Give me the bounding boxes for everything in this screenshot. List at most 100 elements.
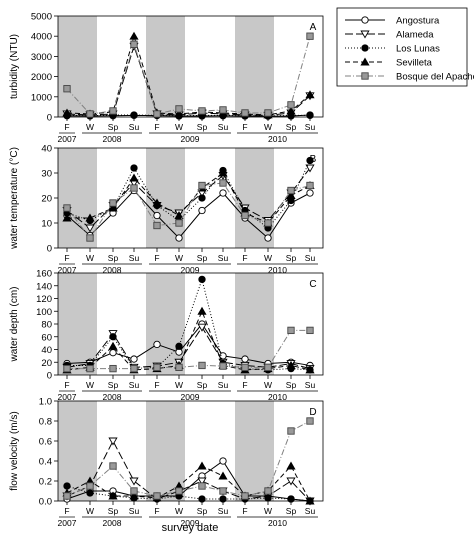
data-point xyxy=(86,364,94,373)
data-point xyxy=(63,204,71,212)
y-tick-label: 20 xyxy=(41,194,52,205)
series-bosque-del-apache xyxy=(63,326,314,373)
shaded-band xyxy=(235,148,274,248)
legend-marker xyxy=(361,72,369,80)
data-point xyxy=(241,492,249,500)
legend-marker xyxy=(361,44,369,52)
data-point xyxy=(152,198,162,207)
panel-d: 0.0 0.2 0.4 0.6 0.8 1.0 flow velocity (m/s) D F W… xyxy=(9,397,324,528)
data-point xyxy=(286,360,296,369)
data-point xyxy=(153,211,161,220)
y-tick-label: 0 xyxy=(47,371,52,382)
data-point xyxy=(198,107,206,115)
series-line xyxy=(66,465,311,502)
year-label: 2009 xyxy=(181,134,200,144)
y-tick-label: 120 xyxy=(36,294,52,305)
x-axis-title: survey date xyxy=(162,522,219,534)
data-point xyxy=(63,85,71,93)
y-tick-label: 40 xyxy=(41,345,52,356)
data-point xyxy=(218,168,228,177)
year-label: 2008 xyxy=(103,392,122,402)
data-point xyxy=(109,462,117,470)
season-label: F xyxy=(242,506,247,516)
season-label: Su xyxy=(218,380,229,390)
year-label: 2010 xyxy=(268,518,287,528)
data-point xyxy=(130,111,138,119)
y-tick-label: 30 xyxy=(41,169,52,180)
data-point xyxy=(175,342,183,350)
year-label: 2009 xyxy=(181,265,200,275)
y-tick-label: 0.0 xyxy=(39,497,52,508)
series-line xyxy=(66,326,311,370)
data-point xyxy=(109,107,117,115)
data-point xyxy=(241,363,249,371)
data-point xyxy=(153,363,161,371)
y-axis-label: turbidity (NTU) xyxy=(9,34,20,99)
legend-marker xyxy=(360,57,370,66)
data-point xyxy=(287,186,295,195)
shaded-band xyxy=(235,401,274,501)
year-label: 2007 xyxy=(58,392,77,402)
series-bosque-del-apache xyxy=(63,32,314,118)
data-point xyxy=(197,323,207,332)
data-point xyxy=(63,482,71,490)
y-tick-label: 100 xyxy=(36,307,52,318)
y-tick-label: 0 xyxy=(47,113,52,124)
data-point xyxy=(306,189,314,197)
season-label: Su xyxy=(218,122,229,132)
data-point xyxy=(305,90,315,99)
y-tick-label: 20 xyxy=(41,358,52,369)
data-point xyxy=(286,461,296,470)
y-tick-label: 0.2 xyxy=(39,477,52,488)
legend-entry-los-lunas: Los Lunas xyxy=(345,44,440,55)
season-label: Su xyxy=(218,506,229,516)
y-tick-label: 60 xyxy=(41,332,52,343)
year-label: 2008 xyxy=(103,518,122,528)
legend: Angostura Alameda Los Lunas Sevilleta Bosque… xyxy=(336,7,474,87)
season-label: W xyxy=(175,122,183,132)
legend-entry-angostura: Angostura xyxy=(345,16,440,27)
y-tick-label: 0.8 xyxy=(39,417,52,428)
data-point xyxy=(198,482,206,490)
data-point xyxy=(306,156,314,165)
data-point xyxy=(264,219,272,227)
data-point xyxy=(218,471,228,480)
data-point xyxy=(219,495,227,503)
y-axis-label: water temperature (°C) xyxy=(9,147,20,250)
series-line xyxy=(66,34,311,116)
data-point xyxy=(174,109,184,118)
series-line xyxy=(66,44,311,116)
y-tick-label: 2000 xyxy=(31,72,52,83)
data-point xyxy=(219,106,227,114)
season-label: F xyxy=(64,380,69,390)
data-point xyxy=(287,427,295,435)
data-point xyxy=(174,210,184,219)
season-label: Sp xyxy=(197,380,208,390)
season-label: F xyxy=(242,253,247,263)
season-label: W xyxy=(175,380,183,390)
data-point xyxy=(198,361,206,370)
y-tick-label: 80 xyxy=(41,320,52,331)
season-label: Su xyxy=(129,122,140,132)
legend-entry-sevilleta: Sevilleta xyxy=(345,57,433,69)
data-point xyxy=(306,111,314,120)
data-point xyxy=(264,363,272,371)
data-point xyxy=(264,234,272,242)
series-bosque-del-apache xyxy=(63,179,314,242)
data-point xyxy=(129,491,139,500)
shaded-band xyxy=(58,16,97,117)
season-label: W xyxy=(264,253,272,263)
plot-frame xyxy=(57,15,324,118)
legend-marker xyxy=(361,16,369,24)
data-point xyxy=(264,487,272,495)
data-point xyxy=(109,364,117,373)
season-label: F xyxy=(242,380,247,390)
data-point xyxy=(129,477,139,486)
year-label: 2007 xyxy=(58,265,77,275)
data-point xyxy=(108,341,118,350)
y-tick-label: 4000 xyxy=(31,32,52,43)
series-sevilleta xyxy=(62,168,315,227)
series-bosque-del-apache xyxy=(63,417,314,500)
